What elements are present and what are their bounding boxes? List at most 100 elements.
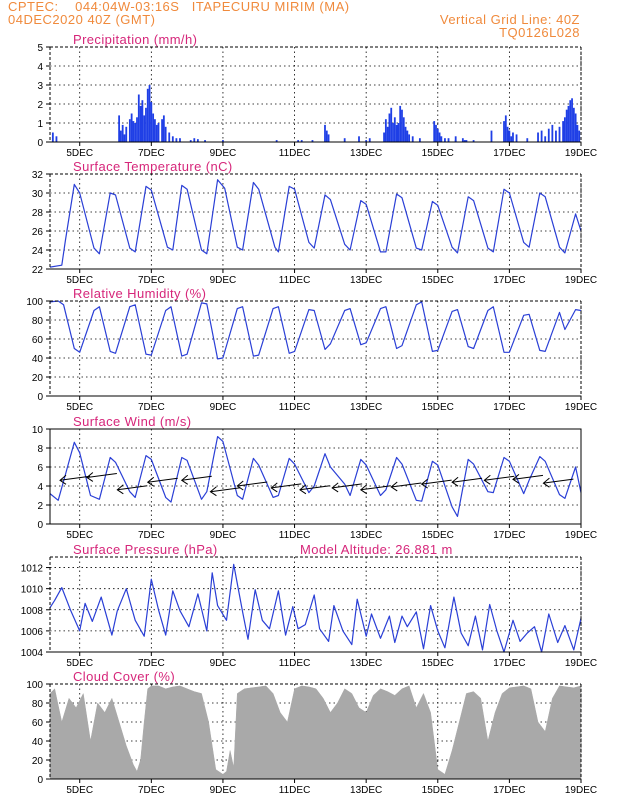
precip-bar bbox=[526, 138, 529, 142]
x-tick-label: 19DEC bbox=[565, 785, 597, 796]
x-tick-label: 11DEC bbox=[279, 658, 311, 669]
wind-arrow bbox=[452, 477, 483, 483]
precip-bar bbox=[123, 134, 126, 142]
wind-arrowhead bbox=[180, 474, 189, 485]
precip-bar bbox=[168, 132, 171, 142]
wind-arrow bbox=[117, 485, 148, 491]
x-tick-label: 5DEC bbox=[66, 785, 93, 796]
x-tick-label: 13DEC bbox=[350, 148, 382, 159]
x-tick-label: 19DEC bbox=[565, 275, 597, 286]
x-tick-label: 5DEC bbox=[66, 402, 93, 413]
x-tick-label: 13DEC bbox=[350, 530, 382, 541]
y-tick-label: 32 bbox=[32, 170, 44, 181]
precip-bar bbox=[490, 130, 493, 142]
x-tick-label: 17DEC bbox=[493, 402, 525, 413]
precip-bar bbox=[447, 138, 450, 142]
y-tick-label: 80 bbox=[32, 699, 44, 710]
precip-bar bbox=[397, 123, 400, 142]
x-tick-label: 15DEC bbox=[422, 658, 454, 669]
precip-bar bbox=[433, 121, 436, 142]
panel-press: 5DEC 7DEC 9DEC 11DEC 13DEC 15DEC 17DEC 19DEC 100… bbox=[21, 542, 597, 669]
wind-arrow bbox=[59, 475, 91, 481]
y-tick-label: 28 bbox=[32, 208, 44, 219]
wind-arrowhead bbox=[270, 482, 278, 493]
precip-bar bbox=[454, 136, 457, 142]
precip-bar bbox=[563, 117, 566, 142]
precip-bar bbox=[148, 85, 151, 142]
precip-bar bbox=[551, 124, 554, 142]
wind-arrowhead bbox=[299, 484, 307, 495]
y-tick-label: 1004 bbox=[21, 648, 44, 659]
precip-bar bbox=[297, 140, 300, 142]
panel-frame bbox=[49, 428, 582, 525]
precip-bar bbox=[510, 136, 513, 142]
precip-bar bbox=[576, 124, 579, 142]
precip-bar bbox=[465, 140, 468, 142]
precip-bar bbox=[143, 115, 146, 142]
wind-arrowhead bbox=[209, 486, 217, 497]
wind-arrowhead bbox=[542, 477, 550, 488]
x-tick-label: 15DEC bbox=[422, 402, 454, 413]
y-tick-label: 1008 bbox=[21, 606, 44, 617]
panel-wind: 5DEC 7DEC 9DEC 11DEC 13DEC 15DEC 17DEC 19DEC 0 2 4… bbox=[32, 414, 597, 541]
y-tick-label: 22 bbox=[32, 265, 44, 276]
precip-bar bbox=[146, 88, 149, 142]
wind-arrowhead bbox=[420, 478, 428, 489]
x-tick-label: 5DEC bbox=[66, 275, 93, 286]
y-tick-label: 1006 bbox=[21, 627, 44, 638]
panel-title: Surface Wind (m/s) bbox=[73, 414, 191, 429]
wind-arrowhead bbox=[390, 481, 398, 492]
y-tick-label: 80 bbox=[32, 316, 44, 327]
panel-title: Surface Pressure (hPa) bbox=[73, 542, 218, 557]
wind-arrow bbox=[543, 478, 574, 484]
header-code: TQ0126L028 bbox=[499, 25, 580, 40]
panel-title: Precipitation (mm/h) bbox=[73, 32, 197, 47]
wind-arrow bbox=[391, 482, 422, 488]
x-tick-label: 7DEC bbox=[138, 658, 165, 669]
precip-bar bbox=[358, 136, 360, 142]
y-tick-label: 20 bbox=[32, 373, 44, 384]
x-tick-label: 15DEC bbox=[422, 275, 454, 286]
x-tick-label: 17DEC bbox=[493, 785, 525, 796]
precip-bar bbox=[51, 132, 54, 142]
precip-bar bbox=[164, 126, 167, 142]
y-tick-label: 60 bbox=[32, 335, 44, 346]
precip-bar bbox=[311, 140, 314, 142]
y-tick-label: 8 bbox=[37, 444, 43, 455]
precip-bar bbox=[383, 132, 385, 142]
precip-bar bbox=[55, 136, 58, 142]
press-line bbox=[49, 563, 582, 653]
precip-bar bbox=[399, 105, 402, 142]
wind-arrow bbox=[147, 477, 178, 483]
y-tick-label: 26 bbox=[32, 227, 44, 238]
precip-bar bbox=[324, 124, 326, 142]
wind-arrowhead bbox=[146, 476, 155, 487]
x-tick-label: 13DEC bbox=[350, 275, 382, 286]
wind-arrowhead bbox=[86, 472, 94, 482]
x-tick-label: 15DEC bbox=[422, 785, 454, 796]
x-tick-label: 11DEC bbox=[279, 148, 311, 159]
wind-arrow bbox=[421, 479, 452, 485]
x-tick-label: 19DEC bbox=[565, 148, 597, 159]
x-tick-label: 11DEC bbox=[279, 785, 311, 796]
precip-bar bbox=[204, 140, 206, 142]
wind-arrowhead bbox=[59, 474, 67, 485]
y-tick-label: 30 bbox=[32, 189, 44, 200]
wind-arrow bbox=[512, 474, 544, 480]
precip-bar bbox=[503, 121, 505, 142]
header-gridline: Vertical Grid Line: 40Z bbox=[439, 12, 580, 27]
precip-bar bbox=[388, 113, 391, 142]
precip-bar bbox=[406, 130, 409, 142]
precip-bar bbox=[119, 130, 122, 142]
precip-bar bbox=[193, 138, 196, 142]
x-tick-label: 9DEC bbox=[210, 658, 237, 669]
precip-bar bbox=[569, 100, 572, 142]
precip-bar bbox=[435, 124, 437, 142]
x-tick-label: 5DEC bbox=[66, 658, 93, 669]
y-tick-label: 20 bbox=[32, 756, 44, 767]
y-tick-label: 0 bbox=[37, 775, 43, 786]
precip-bar bbox=[565, 109, 568, 142]
x-tick-label: 13DEC bbox=[350, 402, 382, 413]
x-tick-label: 7DEC bbox=[138, 148, 165, 159]
precip-bar bbox=[365, 140, 368, 142]
